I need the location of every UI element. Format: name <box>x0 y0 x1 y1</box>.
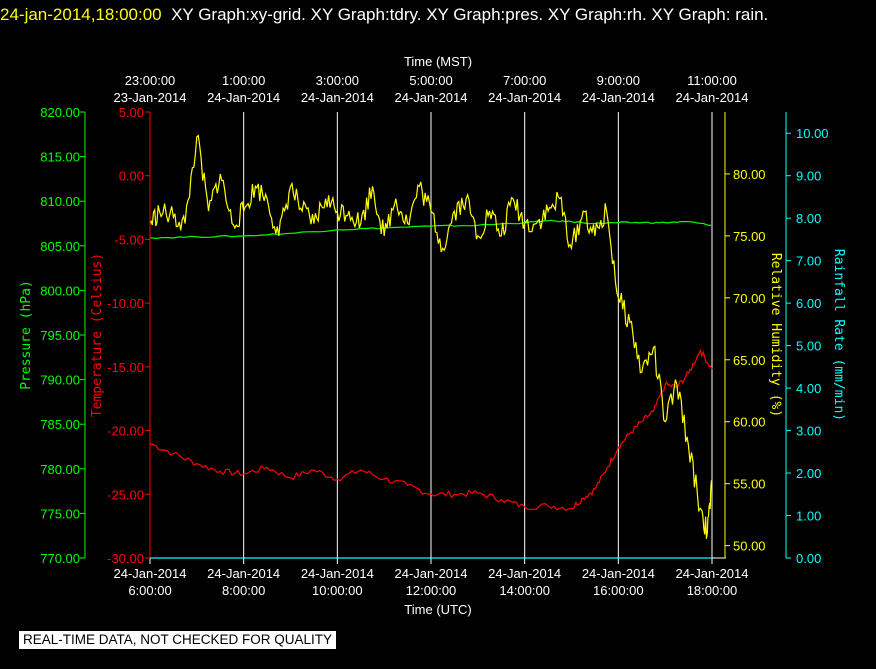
temperature-tick-label: -25.00 <box>107 487 144 502</box>
temperature-tick-label: -30.00 <box>107 551 144 566</box>
temperature-axis-title: Temperature (Celsius) <box>90 253 105 417</box>
bottom-tick-date: 24-Jan-2014 <box>395 566 468 581</box>
temperature-tick-label: 0.00 <box>119 169 144 184</box>
humidity-tick-label: 55.00 <box>733 477 766 492</box>
rain-tick-label: 3.00 <box>796 424 821 439</box>
rain-tick-label: 9.00 <box>796 169 821 184</box>
bottom-tick-date: 24-Jan-2014 <box>301 566 374 581</box>
humidity-tick-label: 50.00 <box>733 539 766 554</box>
pressure-tick-label: 775.00 <box>40 506 80 521</box>
top-tick-date: 24-Jan-2014 <box>676 90 749 105</box>
bottom-tick-date: 24-Jan-2014 <box>207 566 280 581</box>
temperature-tick-label: -20.00 <box>107 424 144 439</box>
bottom-tick-time: 18:00:00 <box>687 583 738 598</box>
bottom-tick-time: 12:00:00 <box>406 583 457 598</box>
pressure-tick-label: 790.00 <box>40 373 80 388</box>
humidity-tick-label: 70.00 <box>733 291 766 306</box>
bottom-axis-title: Time (UTC) <box>404 602 471 617</box>
pressure-tick-label: 820.00 <box>40 105 80 120</box>
humidity-tick-label: 60.00 <box>733 415 766 430</box>
top-tick-time: 9:00:00 <box>597 73 640 88</box>
rain-tick-label: 1.00 <box>796 509 821 524</box>
temperature-series-line <box>149 348 713 512</box>
temperature-tick-label: -10.00 <box>107 296 144 311</box>
temperature-tick-label: 5.00 <box>119 105 144 120</box>
title-datetime: 24-jan-2014,18:00:00 <box>0 5 162 24</box>
pressure-axis-title: Pressure (hPa) <box>19 280 34 390</box>
axes-layer: 24-Jan-2014 6:00:00 24-Jan-2014 8:00:00 24-J… <box>19 73 846 598</box>
bottom-tick-time: 10:00:00 <box>312 583 363 598</box>
pressure-tick-label: 810.00 <box>40 194 80 209</box>
pressure-tick-label: 780.00 <box>40 462 80 477</box>
rain-tick-label: 7.00 <box>796 254 821 269</box>
grid-lines <box>149 112 713 558</box>
top-tick-time: 3:00:00 <box>316 73 359 88</box>
top-axis-title: Time (MST) <box>404 54 472 69</box>
top-tick-time: 7:00:00 <box>503 73 546 88</box>
plot-frame <box>149 112 726 559</box>
top-tick-date: 24-Jan-2014 <box>488 90 561 105</box>
rain-tick-label: 4.00 <box>796 381 821 396</box>
title-graph-list: XY Graph:xy-grid. XY Graph:tdry. XY Grap… <box>171 5 769 24</box>
humidity-axis-title: Relative Humidity (%) <box>768 253 783 417</box>
bottom-tick-date: 24-Jan-2014 <box>488 566 561 581</box>
top-tick-date: 24-Jan-2014 <box>582 90 655 105</box>
bottom-tick-time: 6:00:00 <box>128 583 171 598</box>
top-tick-date: 24-Jan-2014 <box>301 90 374 105</box>
temperature-tick-label: -15.00 <box>107 360 144 375</box>
top-tick-date: 24-Jan-2014 <box>395 90 468 105</box>
rain-tick-label: 0.00 <box>796 551 821 566</box>
top-tick-time: 11:00:00 <box>687 73 737 88</box>
pressure-tick-label: 815.00 <box>40 150 80 165</box>
top-tick-time: 5:00:00 <box>409 73 452 88</box>
pressure-tick-label: 805.00 <box>40 239 80 254</box>
quality-disclaimer: REAL-TIME DATA, NOT CHECKED FOR QUALITY <box>19 631 337 649</box>
bottom-tick-date: 24-Jan-2014 <box>676 566 749 581</box>
pressure-tick-label: 795.00 <box>40 328 80 343</box>
humidity-tick-label: 75.00 <box>733 229 766 244</box>
top-tick-time: 23:00:00 <box>125 73 176 88</box>
humidity-tick-label: 80.00 <box>733 167 766 182</box>
bottom-tick-time: 8:00:00 <box>222 583 265 598</box>
bottom-tick-date: 24-Jan-2014 <box>582 566 655 581</box>
pressure-tick-label: 770.00 <box>40 551 80 566</box>
humidity-tick-label: 65.00 <box>733 353 766 368</box>
rain-axis-title: Rainfall Rate (mm/min) <box>831 249 846 421</box>
humidity-series-line <box>149 134 713 539</box>
bottom-tick-date: 24-Jan-2014 <box>114 566 187 581</box>
bottom-tick-time: 14:00:00 <box>499 583 550 598</box>
pressure-tick-label: 800.00 <box>40 283 80 298</box>
temperature-tick-label: -5.00 <box>114 232 144 247</box>
rain-tick-label: 6.00 <box>796 296 821 311</box>
window-title-bar: 24-jan-2014,18:00:00 XY Graph:xy-grid. X… <box>0 2 870 28</box>
bottom-tick-time: 16:00:00 <box>593 583 644 598</box>
rain-tick-label: 10.00 <box>796 126 829 141</box>
top-tick-date: 24-Jan-2014 <box>207 90 280 105</box>
rain-tick-label: 8.00 <box>796 211 821 226</box>
top-tick-time: 1:00:00 <box>222 73 265 88</box>
top-tick-date: 23-Jan-2014 <box>114 90 187 105</box>
rain-tick-label: 5.00 <box>796 339 821 354</box>
pressure-tick-label: 785.00 <box>40 417 80 432</box>
rain-tick-label: 2.00 <box>796 466 821 481</box>
